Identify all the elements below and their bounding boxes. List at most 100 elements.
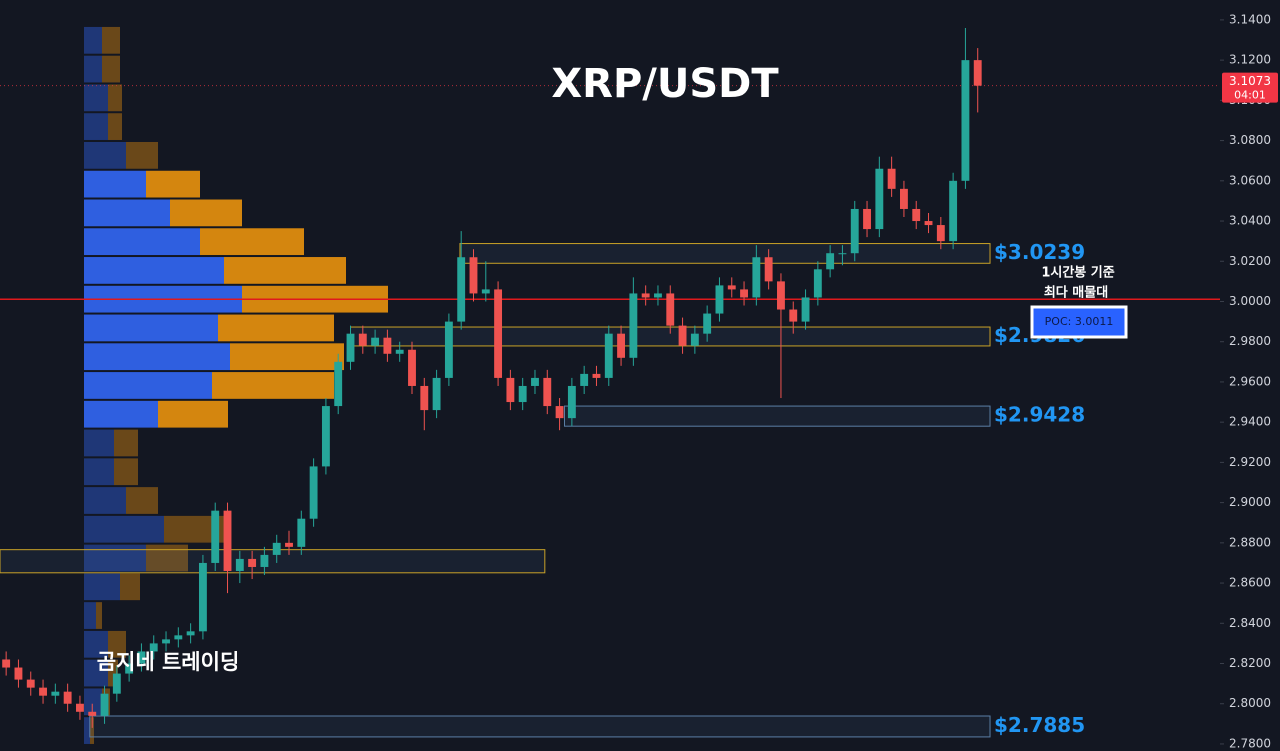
zone bbox=[459, 243, 991, 264]
y-tick-label: 2.9200 bbox=[1229, 455, 1271, 469]
y-tick-label: 2.8600 bbox=[1229, 576, 1271, 590]
candle-body bbox=[39, 687, 47, 696]
profile-up bbox=[84, 26, 102, 54]
candle-body bbox=[838, 253, 847, 255]
candle-body bbox=[432, 377, 441, 411]
profile-down bbox=[108, 659, 118, 687]
candle-body bbox=[358, 333, 367, 346]
candle-body bbox=[321, 406, 330, 467]
candle-body bbox=[641, 293, 650, 298]
candle-body bbox=[777, 281, 785, 310]
candle-body bbox=[727, 285, 736, 290]
profile-down bbox=[230, 343, 344, 371]
candle-body bbox=[100, 693, 109, 716]
candle-body bbox=[715, 285, 724, 314]
candle-body bbox=[297, 518, 306, 547]
candle-body bbox=[604, 333, 613, 378]
candle-body bbox=[444, 321, 453, 378]
candle-body bbox=[752, 257, 761, 298]
profile-down bbox=[200, 228, 304, 256]
candle-body bbox=[272, 542, 281, 555]
candle-body bbox=[2, 659, 11, 668]
candle-body bbox=[826, 253, 835, 270]
profile-down bbox=[108, 84, 122, 112]
profile-down bbox=[114, 429, 138, 457]
candle-body bbox=[260, 554, 269, 567]
candle-body bbox=[961, 60, 970, 181]
y-tick-label: 3.0400 bbox=[1229, 214, 1271, 228]
profile-down bbox=[102, 55, 120, 83]
profile-down bbox=[146, 544, 188, 572]
candle-body bbox=[76, 703, 84, 712]
profile-up bbox=[84, 429, 114, 457]
candle-body bbox=[801, 297, 810, 322]
profile-up bbox=[84, 199, 170, 227]
profile-up bbox=[84, 55, 102, 83]
candle-body bbox=[494, 289, 503, 378]
volume-profile bbox=[84, 26, 388, 744]
candle-body bbox=[580, 373, 589, 386]
candle-body bbox=[764, 257, 773, 282]
candle-body bbox=[740, 289, 748, 298]
profile-down bbox=[102, 26, 120, 54]
candle-body bbox=[506, 377, 515, 403]
candle-body bbox=[629, 293, 638, 358]
candle-body bbox=[14, 667, 23, 680]
profile-down bbox=[108, 630, 126, 658]
candle-body bbox=[936, 225, 945, 242]
candle-body bbox=[309, 466, 318, 519]
candle-body bbox=[248, 558, 257, 567]
candle-body bbox=[567, 385, 576, 419]
profile-up bbox=[84, 314, 218, 342]
profile-up bbox=[84, 170, 146, 198]
candle-body bbox=[186, 631, 195, 636]
candle-body bbox=[617, 333, 626, 358]
candles bbox=[2, 27, 982, 728]
profile-down bbox=[108, 113, 122, 140]
profile-up bbox=[84, 372, 212, 399]
profile-down bbox=[126, 141, 158, 169]
last-price-tag bbox=[1222, 72, 1278, 103]
profile-down bbox=[126, 487, 158, 514]
profile-down bbox=[164, 515, 230, 543]
zone-label: $2.9428 bbox=[994, 403, 1085, 427]
y-tick-label: 2.8800 bbox=[1229, 535, 1271, 549]
candle-body bbox=[457, 257, 466, 322]
profile-up bbox=[84, 458, 114, 486]
candle-body bbox=[850, 208, 859, 254]
watermark: 곰지네 트레이딩 bbox=[97, 650, 240, 674]
candle-body bbox=[149, 643, 158, 652]
candle-body bbox=[63, 691, 72, 704]
candle-body bbox=[654, 293, 662, 298]
profile-down bbox=[218, 314, 334, 342]
y-tick-label: 2.9600 bbox=[1229, 374, 1271, 388]
y-tick-label: 2.7800 bbox=[1229, 736, 1271, 750]
candle-body bbox=[125, 663, 134, 674]
candle-body bbox=[813, 269, 822, 298]
profile-up bbox=[84, 688, 102, 716]
y-tick-label: 3.0600 bbox=[1229, 173, 1271, 187]
candle-body bbox=[223, 510, 232, 571]
candle-body bbox=[469, 257, 478, 294]
poc-box bbox=[1030, 305, 1128, 339]
candle-body bbox=[112, 673, 121, 694]
profile-up bbox=[84, 515, 164, 543]
y-tick-label: 3.1400 bbox=[1229, 12, 1271, 26]
profile-down bbox=[114, 458, 138, 486]
profile-up bbox=[84, 141, 126, 169]
candle-body bbox=[912, 208, 921, 222]
candle-body bbox=[162, 639, 170, 644]
candle-body bbox=[334, 361, 343, 407]
profile-down bbox=[170, 199, 242, 227]
candle-body bbox=[789, 309, 798, 322]
countdown-label: 04:01 bbox=[1234, 89, 1266, 102]
profile-up bbox=[84, 573, 120, 601]
candle-body bbox=[678, 325, 687, 346]
candle-body bbox=[408, 349, 416, 386]
candle-body bbox=[174, 635, 183, 640]
candle-body bbox=[949, 180, 958, 242]
candle-body bbox=[371, 337, 380, 346]
y-tick-label: 2.8400 bbox=[1229, 616, 1271, 630]
zones: $3.0239$2.9826$2.9428$2.7885 bbox=[0, 240, 1085, 738]
profile-up bbox=[84, 630, 108, 658]
